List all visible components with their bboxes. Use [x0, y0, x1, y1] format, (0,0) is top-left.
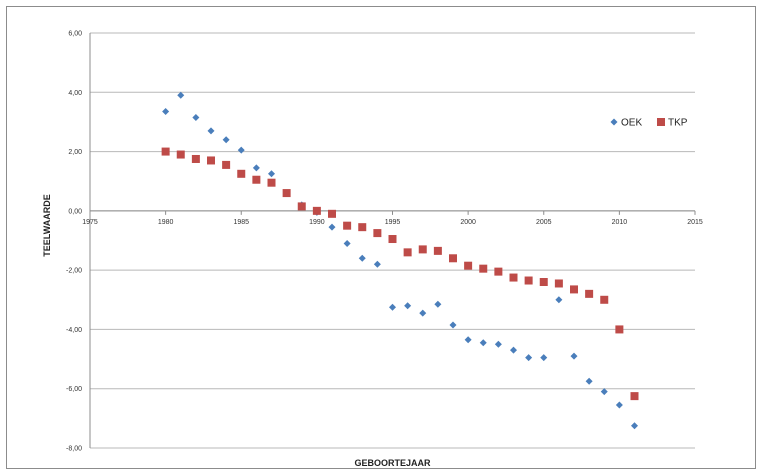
point-oek	[177, 91, 185, 99]
chart-frame	[6, 6, 756, 469]
point-tkp	[297, 202, 306, 211]
series-oek	[162, 91, 638, 430]
point-oek	[555, 296, 563, 304]
y-tick-label: 6,00	[68, 31, 82, 38]
x-tick-label: 1980	[158, 219, 174, 226]
point-tkp	[161, 147, 170, 156]
point-oek	[192, 113, 200, 121]
x-tick-label: 1995	[385, 219, 401, 226]
y-tick-label: 4,00	[68, 90, 82, 97]
point-oek	[207, 127, 215, 135]
x-tick-labels: 1975 1980 1985 1990 1995 2000 2005 2010 2015	[82, 219, 703, 226]
point-oek	[343, 239, 351, 247]
y-tick-label: 2,00	[68, 149, 82, 156]
point-tkp	[237, 169, 246, 178]
legend-label-oek: OEK	[621, 118, 642, 129]
y-tick-labels: -8,00 -6,00 -4,00 -2,00 0,00 2,00 4,00 6,00	[66, 31, 82, 453]
legend-marker-tkp	[657, 118, 665, 126]
x-tick-label: 1975	[82, 219, 98, 226]
point-oek	[570, 352, 578, 360]
point-oek	[358, 254, 366, 262]
point-tkp	[449, 254, 457, 263]
point-oek	[222, 136, 230, 144]
point-tkp	[615, 325, 624, 334]
point-oek	[434, 300, 442, 308]
point-tkp	[494, 267, 503, 276]
x-tick-label: 1985	[233, 219, 249, 226]
point-oek	[252, 164, 260, 172]
y-tick-label: 0,00	[68, 208, 82, 215]
point-oek	[328, 223, 336, 231]
point-tkp	[418, 245, 427, 254]
point-tkp	[328, 209, 336, 218]
point-tkp	[282, 189, 291, 198]
series-tkp	[161, 147, 639, 401]
point-tkp	[222, 160, 231, 169]
point-oek	[389, 303, 396, 311]
point-tkp	[358, 223, 367, 232]
point-tkp	[509, 273, 518, 282]
point-oek	[404, 302, 412, 310]
point-oek	[373, 260, 381, 268]
point-tkp	[207, 156, 215, 165]
point-oek	[615, 401, 623, 409]
y-tick-label: -8,00	[66, 446, 82, 453]
point-tkp	[252, 175, 261, 184]
point-tkp	[630, 392, 639, 401]
point-oek	[464, 336, 472, 344]
point-tkp	[191, 154, 200, 163]
y-tick-label: -2,00	[66, 268, 82, 275]
legend: OEK TKP	[610, 118, 688, 129]
point-oek	[540, 354, 548, 362]
point-tkp	[539, 278, 548, 286]
point-tkp	[464, 261, 473, 270]
x-tick-label: 2010	[612, 219, 628, 226]
point-oek	[494, 340, 502, 348]
point-oek	[479, 339, 487, 347]
point-tkp	[176, 150, 185, 159]
legend-label-tkp: TKP	[668, 118, 688, 129]
point-oek	[631, 422, 638, 430]
x-tick-label: 1990	[309, 219, 325, 226]
point-oek	[449, 321, 457, 329]
point-tkp	[554, 279, 563, 288]
point-tkp	[433, 246, 442, 255]
point-oek	[525, 354, 533, 362]
point-tkp	[585, 289, 594, 298]
point-tkp	[267, 178, 276, 187]
point-tkp	[343, 221, 352, 230]
legend-marker-oek	[610, 118, 618, 126]
point-oek	[162, 108, 170, 116]
point-tkp	[312, 206, 321, 215]
point-tkp	[403, 248, 412, 257]
point-oek	[419, 309, 427, 317]
point-tkp	[524, 276, 533, 285]
y-tick-label: -6,00	[66, 386, 82, 393]
x-axis-title: GEBOORTEJAAR	[354, 458, 431, 468]
y-tick-label: -4,00	[66, 327, 82, 334]
point-oek	[268, 170, 275, 178]
point-tkp	[570, 285, 578, 294]
point-oek	[585, 377, 593, 385]
point-oek	[600, 388, 608, 396]
point-tkp	[373, 229, 382, 238]
point-tkp	[600, 295, 609, 304]
data-series	[161, 91, 639, 430]
x-tick-label: 2015	[687, 219, 703, 226]
point-tkp	[479, 264, 488, 273]
point-tkp	[388, 235, 397, 244]
point-oek	[237, 146, 245, 154]
x-tick-label: 2005	[536, 219, 552, 226]
point-oek	[510, 346, 517, 354]
y-axis-title: TEELWAARDE	[42, 194, 52, 257]
x-tick-label: 2000	[460, 219, 476, 226]
